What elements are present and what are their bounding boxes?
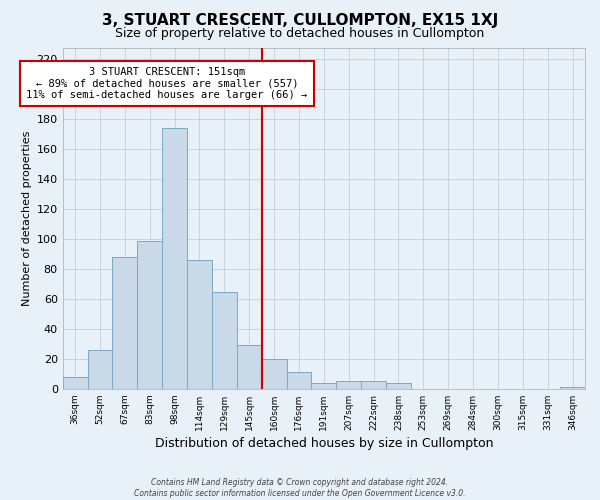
Bar [88,350,112,389]
Bar [62,377,88,389]
Bar [162,128,187,389]
Bar [137,240,162,389]
Text: Size of property relative to detached houses in Cullompton: Size of property relative to detached ho… [115,28,485,40]
Bar [560,388,585,389]
Bar [386,383,411,389]
Bar [287,372,311,389]
Bar [311,383,336,389]
Text: Contains HM Land Registry data © Crown copyright and database right 2024.
Contai: Contains HM Land Registry data © Crown c… [134,478,466,498]
X-axis label: Distribution of detached houses by size in Cullompton: Distribution of detached houses by size … [155,437,493,450]
Bar [361,382,386,389]
Bar [187,260,212,389]
Bar [336,382,361,389]
Bar [112,257,137,389]
Text: 3, STUART CRESCENT, CULLOMPTON, EX15 1XJ: 3, STUART CRESCENT, CULLOMPTON, EX15 1XJ [102,12,498,28]
Text: 3 STUART CRESCENT: 151sqm
← 89% of detached houses are smaller (557)
11% of semi: 3 STUART CRESCENT: 151sqm ← 89% of detac… [26,67,308,100]
Bar [237,346,262,389]
Y-axis label: Number of detached properties: Number of detached properties [22,130,32,306]
Bar [212,292,237,389]
Bar [262,359,287,389]
